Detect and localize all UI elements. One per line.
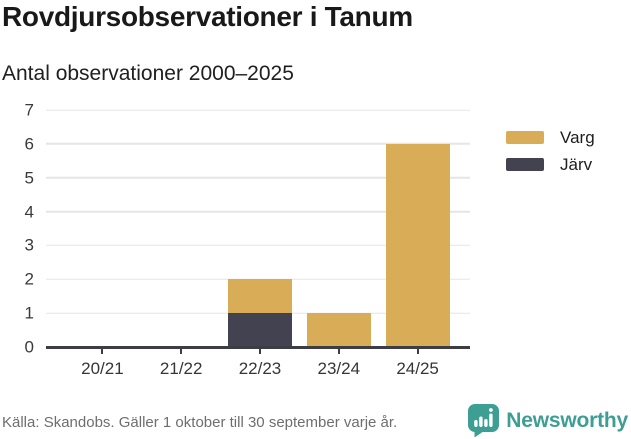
gridline	[46, 143, 470, 145]
bar-22-23	[227, 110, 292, 347]
chart-subtitle: Antal observationer 2000–2025	[2, 62, 294, 85]
category-slot: 22/23	[221, 110, 300, 378]
x-tick-label: 22/23	[238, 359, 282, 378]
category-slot: 24/25	[378, 110, 457, 378]
x-axis-line	[46, 345, 470, 349]
x-axis-tick	[416, 349, 419, 354]
y-axis-labels: 0 1 2 3 4 5 6 7	[0, 102, 34, 356]
legend: Varg Järv	[506, 127, 595, 184]
x-axis-tick	[258, 349, 261, 354]
legend-swatch	[506, 130, 544, 144]
y-tick-label: 6	[24, 134, 34, 154]
plot-band: 20/21 21/22 22/23 23/24 24/25	[63, 110, 457, 378]
source-note: Källa: Skandobs. Gäller 1 oktober till 3…	[2, 414, 398, 431]
brand-logo[interactable]: Newsworthy	[468, 404, 628, 437]
legend-label: Varg	[560, 127, 595, 147]
y-tick-label: 2	[24, 269, 34, 289]
gridline	[46, 278, 470, 281]
gridline	[46, 109, 470, 111]
bar-segment-järv	[227, 313, 292, 347]
gridline	[46, 176, 470, 179]
x-tick-label: 20/21	[81, 359, 124, 378]
plot-area: 20/21 21/22 22/23 23/24 24/25	[46, 109, 470, 378]
legend-swatch	[506, 157, 544, 171]
category-slot: 23/24	[299, 110, 378, 378]
bar-segment-varg	[385, 143, 450, 347]
x-tick-label: 23/24	[317, 359, 361, 378]
bar-24-25	[385, 110, 450, 347]
y-tick-label: 4	[24, 202, 34, 222]
gridline	[46, 210, 470, 213]
y-tick-label: 3	[24, 235, 34, 255]
bar-segment-varg	[227, 279, 292, 314]
x-axis-tick	[337, 349, 340, 354]
category-slot: 21/22	[142, 110, 221, 378]
x-tick-label: 24/25	[396, 359, 439, 378]
legend-label: Järv	[560, 154, 593, 174]
brand-name: Newsworthy	[506, 409, 628, 432]
y-tick-label: 0	[24, 337, 34, 357]
x-axis-tick	[101, 349, 104, 354]
legend-item-varg: Varg	[506, 127, 595, 147]
category-slot: 20/21	[63, 110, 142, 378]
y-tick-label: 1	[24, 303, 34, 323]
legend-item-järv: Järv	[506, 154, 595, 174]
bar-23-24	[306, 110, 371, 347]
bar-segment-varg	[306, 313, 371, 347]
newsworthy-icon	[468, 404, 500, 437]
chart-title: Rovdjursobservationer i Tanum	[2, 1, 413, 32]
y-tick-label: 7	[24, 100, 34, 120]
x-axis-tick	[180, 349, 183, 354]
gridline	[46, 244, 470, 247]
bar-21-22	[149, 110, 213, 347]
y-tick-label: 5	[24, 168, 34, 188]
bar-20-21	[70, 110, 134, 347]
x-tick-label: 21/22	[159, 359, 203, 378]
